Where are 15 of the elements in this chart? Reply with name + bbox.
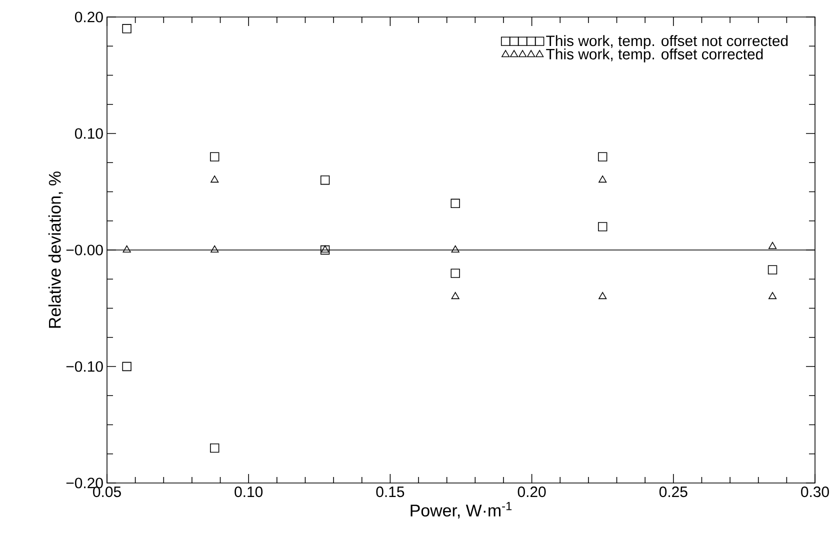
x-tick-label: 0.25 [659,486,688,498]
x-tick-label: 0.30 [801,486,829,498]
x-tick-label: 0.15 [376,486,404,498]
x-tick-label: 0.05 [93,486,121,498]
x-tick-label: 0.10 [234,486,263,498]
y-axis-title: Relative deviation, % [48,172,63,328]
y-tick-label: 0.10 [74,128,103,139]
y-tick-label: −0.10 [66,361,103,372]
legend-label: This work, temp. offset not corrected [546,35,788,50]
x-tick-label: 0.20 [518,486,546,498]
y-tick-label: −0.20 [66,478,103,488]
y-tick-label: 0.20 [74,12,103,22]
y-tick-label: −0.00 [66,244,103,256]
legend-label: This work, temp. offset corrected [546,48,763,62]
x-axis-title: Power, W·m$^{-1}$ [410,502,512,519]
